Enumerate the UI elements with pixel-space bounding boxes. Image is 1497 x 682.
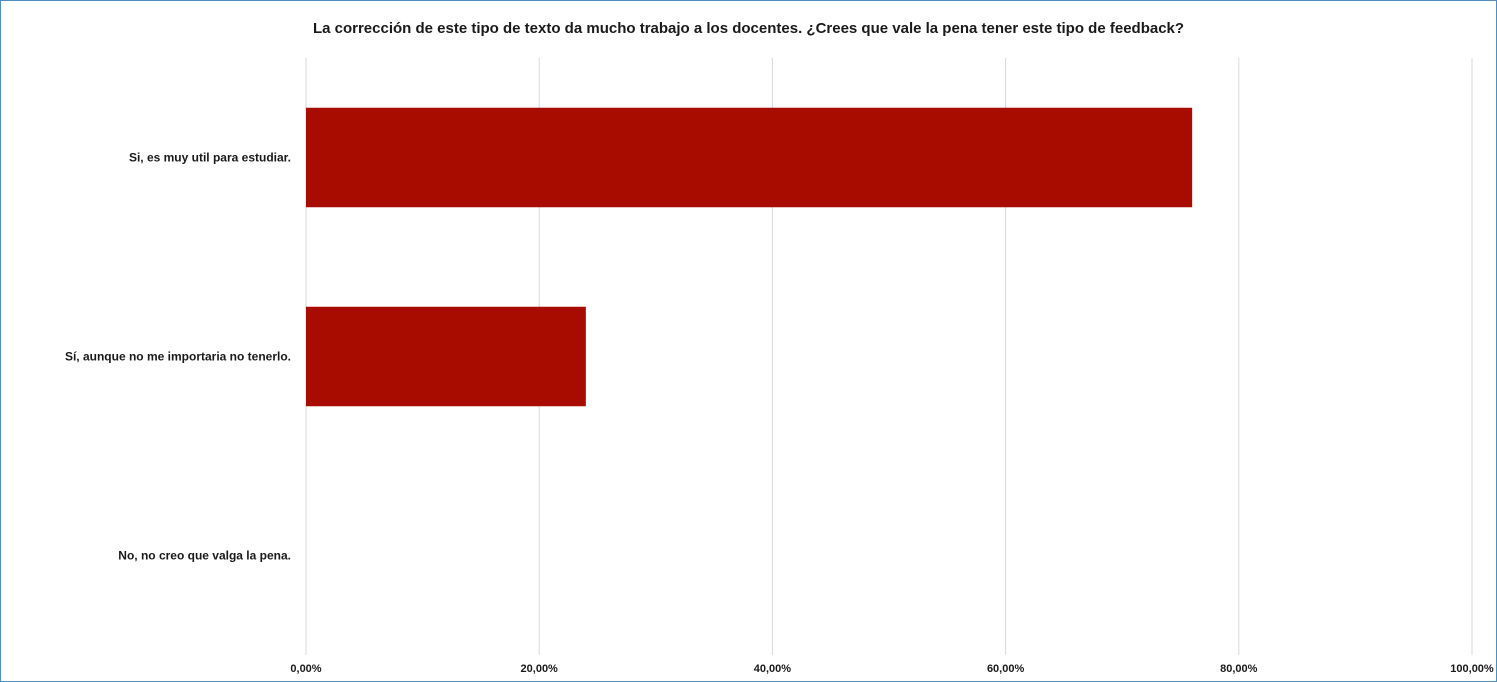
x-tick-label: 100,00% — [1450, 663, 1494, 675]
x-tick-label: 40,00% — [754, 663, 792, 675]
category-label: Si, es muy util para estudiar. — [129, 151, 291, 165]
x-tick-label: 80,00% — [1220, 663, 1258, 675]
chart-title: La corrección de este tipo de texto da m… — [312, 20, 1185, 37]
category-label: Sí, aunque no me importaria no tenerlo. — [65, 350, 291, 364]
bar — [306, 306, 586, 407]
category-label: No, no creo que valga la pena. — [118, 549, 291, 563]
x-tick-label: 0,00% — [290, 663, 321, 675]
bar — [306, 107, 1193, 208]
x-tick-label: 60,00% — [987, 663, 1025, 675]
x-tick-label: 20,00% — [521, 663, 559, 675]
